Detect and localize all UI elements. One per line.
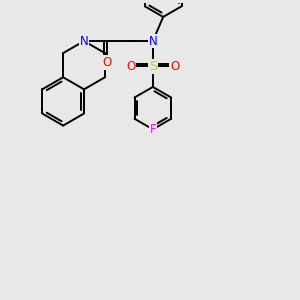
Text: O: O [170, 60, 180, 73]
Text: O: O [102, 56, 112, 69]
Text: S: S [149, 60, 157, 73]
Text: F: F [149, 123, 156, 136]
Text: N: N [148, 34, 157, 48]
Text: N: N [80, 34, 88, 48]
Text: O: O [126, 60, 135, 73]
